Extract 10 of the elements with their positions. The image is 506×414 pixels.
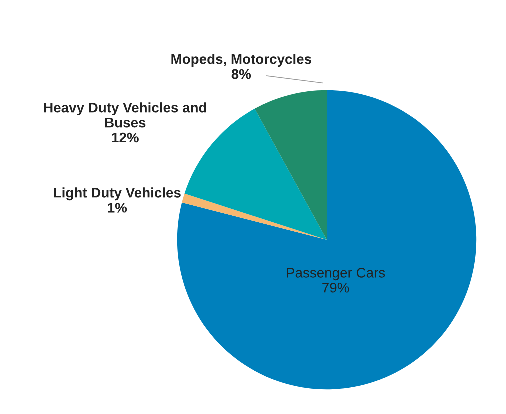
data-label: 8% [232,69,252,80]
pie-slice [254,90,327,240]
slice-label: Heavy Duty Vehicles and Buses [44,102,206,128]
slice-label: Mopeds, Motorcycles [172,54,312,67]
slice-label: Light Duty Vehicles [54,188,181,201]
data-label: 1% [108,203,128,213]
slice-label: Passenger Cars [287,268,386,281]
data-label: 12% [112,132,139,143]
pie-slice [182,194,327,240]
data-label: 79% [322,282,350,293]
